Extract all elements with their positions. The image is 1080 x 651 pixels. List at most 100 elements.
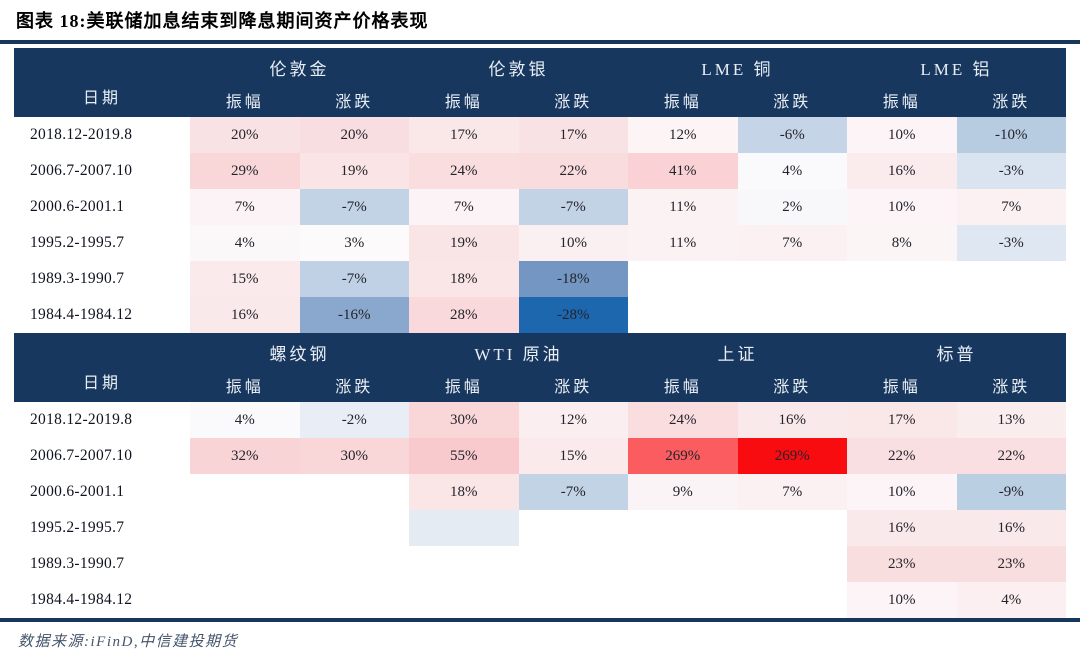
metric-sub-header: 振幅 bbox=[628, 368, 738, 402]
value-cell bbox=[519, 582, 629, 618]
value-cell: 15% bbox=[518, 438, 628, 474]
value-cell: 7% bbox=[190, 189, 300, 225]
value-cell: 13% bbox=[956, 402, 1066, 438]
value-cell: 17% bbox=[409, 117, 519, 153]
metric-sub-header: 振幅 bbox=[847, 83, 957, 117]
value-cell bbox=[628, 582, 738, 618]
value-cell: -16% bbox=[299, 297, 409, 333]
value-cell bbox=[300, 474, 410, 510]
value-cell: -7% bbox=[518, 189, 628, 225]
table-row: 2018.12-2019.8 20% 20% 17% 17% 12% -6% 10% -10% bbox=[14, 117, 1066, 153]
value-cell bbox=[957, 297, 1067, 333]
date-cell: 2006.7-2007.10 bbox=[14, 438, 190, 474]
date-column-header: 日期 bbox=[14, 48, 190, 117]
value-cell: -10% bbox=[956, 117, 1066, 153]
value-cell: 10% bbox=[847, 189, 957, 225]
value-cell: 269% bbox=[628, 438, 738, 474]
value-cell bbox=[409, 582, 519, 618]
value-cell: 8% bbox=[847, 225, 957, 261]
value-cell: 7% bbox=[737, 474, 847, 510]
value-cell bbox=[519, 546, 629, 582]
asset-group-header: 伦敦银 bbox=[409, 48, 628, 83]
value-cell: 16% bbox=[847, 153, 957, 189]
value-cell bbox=[957, 261, 1067, 297]
table-row: 2006.7-2007.10 32% 30% 55% 15% 269% 269% 22% 22% bbox=[14, 438, 1066, 474]
value-cell bbox=[300, 546, 410, 582]
value-cell: 10% bbox=[847, 582, 957, 618]
value-cell bbox=[519, 510, 629, 546]
table-row: 1989.3-1990.7 15% -7% 18% -18% bbox=[14, 261, 1066, 297]
value-cell: 10% bbox=[847, 117, 957, 153]
value-cell: 18% bbox=[409, 261, 519, 297]
asset-group-header: 螺纹钢 bbox=[190, 333, 409, 368]
table-row: 1995.2-1995.7 16% 16% bbox=[14, 510, 1066, 546]
asset-table-2: 日期 螺纹钢 WTI 原油 上证 标普 振幅 涨跌 振幅 涨跌 振幅 涨跌 振幅 涨跌 2018.12-2… bbox=[14, 333, 1066, 618]
value-cell: 17% bbox=[518, 117, 628, 153]
value-cell bbox=[409, 546, 519, 582]
value-cell bbox=[628, 510, 738, 546]
value-cell: 17% bbox=[847, 402, 957, 438]
date-cell: 1995.2-1995.7 bbox=[14, 510, 190, 546]
value-cell bbox=[738, 546, 848, 582]
value-cell: 7% bbox=[737, 225, 847, 261]
date-column-header: 日期 bbox=[14, 333, 190, 402]
value-cell: 32% bbox=[190, 438, 300, 474]
metric-sub-header: 涨跌 bbox=[518, 83, 628, 117]
value-cell: 16% bbox=[847, 510, 957, 546]
value-cell: 24% bbox=[409, 153, 519, 189]
value-cell bbox=[738, 510, 848, 546]
title-divider bbox=[0, 40, 1080, 44]
value-cell: 4% bbox=[190, 225, 300, 261]
metric-sub-header: 振幅 bbox=[409, 368, 519, 402]
value-cell: 7% bbox=[956, 189, 1066, 225]
metric-sub-header: 涨跌 bbox=[956, 83, 1066, 117]
value-cell: -7% bbox=[299, 261, 409, 297]
table-row: 2000.6-2001.1 7% -7% 7% -7% 11% 2% 10% 7% bbox=[14, 189, 1066, 225]
value-cell: -18% bbox=[518, 261, 628, 297]
value-cell bbox=[190, 474, 300, 510]
value-cell: 12% bbox=[518, 402, 628, 438]
date-cell: 2006.7-2007.10 bbox=[14, 153, 190, 189]
asset-group-header: 上证 bbox=[628, 333, 847, 368]
value-cell: 28% bbox=[409, 297, 519, 333]
metric-sub-header: 涨跌 bbox=[299, 368, 409, 402]
value-cell: 41% bbox=[628, 153, 738, 189]
table-row: 1984.4-1984.12 10% 4% bbox=[14, 582, 1066, 618]
value-cell: -3% bbox=[956, 225, 1066, 261]
metric-sub-header: 振幅 bbox=[628, 83, 738, 117]
value-cell: 20% bbox=[190, 117, 300, 153]
value-cell: -9% bbox=[956, 474, 1066, 510]
table-row: 1984.4-1984.12 16% -16% 28% -28% bbox=[14, 297, 1066, 333]
value-cell: 16% bbox=[737, 402, 847, 438]
date-cell: 1984.4-1984.12 bbox=[14, 582, 190, 618]
figure-title: 图表 18:美联储加息结束到降息期间资产价格表现 bbox=[16, 11, 429, 31]
metric-sub-header: 涨跌 bbox=[518, 368, 628, 402]
value-cell bbox=[628, 546, 738, 582]
value-cell: 55% bbox=[409, 438, 519, 474]
value-cell: 16% bbox=[956, 510, 1066, 546]
value-cell bbox=[190, 510, 300, 546]
date-cell: 1995.2-1995.7 bbox=[14, 225, 190, 261]
value-cell: 30% bbox=[409, 402, 519, 438]
table-row: 1995.2-1995.7 4% 3% 19% 10% 11% 7% 8% -3% bbox=[14, 225, 1066, 261]
value-cell: 12% bbox=[628, 117, 738, 153]
value-cell bbox=[738, 297, 848, 333]
date-cell: 1989.3-1990.7 bbox=[14, 546, 190, 582]
data-source: 数据来源:iFinD,中信建投期货 bbox=[18, 634, 239, 650]
value-cell: 10% bbox=[847, 474, 957, 510]
value-cell: 4% bbox=[190, 402, 300, 438]
value-cell: -2% bbox=[299, 402, 409, 438]
table-row: 2000.6-2001.1 18% -7% 9% 7% 10% -9% bbox=[14, 474, 1066, 510]
metric-sub-header: 涨跌 bbox=[737, 83, 847, 117]
value-cell: 30% bbox=[299, 438, 409, 474]
value-cell bbox=[300, 582, 410, 618]
value-cell: 3% bbox=[299, 225, 409, 261]
metric-sub-header: 振幅 bbox=[847, 368, 957, 402]
date-cell: 2000.6-2001.1 bbox=[14, 474, 190, 510]
asset-table-1: 日期 伦敦金 伦敦银 LME 铜 LME 铝振幅 涨跌 振幅 涨跌 振幅 涨跌 振幅 涨跌 2018.1… bbox=[14, 48, 1066, 333]
value-cell bbox=[628, 261, 738, 297]
table-row: 2006.7-2007.10 29% 19% 24% 22% 41% 4% 16% -3% bbox=[14, 153, 1066, 189]
value-cell: 23% bbox=[956, 546, 1066, 582]
date-cell: 1989.3-1990.7 bbox=[14, 261, 190, 297]
value-cell: -7% bbox=[518, 474, 628, 510]
